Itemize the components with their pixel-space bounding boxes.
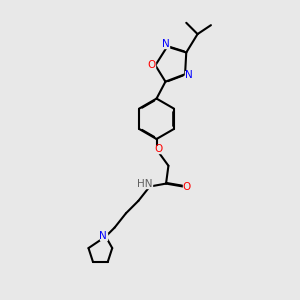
Bar — [185, 71, 192, 78]
Text: N: N — [100, 232, 107, 242]
Text: HN: HN — [137, 179, 153, 189]
Text: O: O — [183, 182, 191, 192]
Text: O: O — [147, 60, 156, 70]
Bar — [155, 146, 163, 153]
Text: N: N — [162, 39, 169, 49]
Bar — [139, 180, 152, 188]
Text: O: O — [155, 144, 163, 154]
Bar — [162, 40, 169, 48]
Bar — [148, 62, 155, 69]
Text: N: N — [185, 70, 193, 80]
Bar — [183, 183, 190, 190]
Bar — [100, 233, 107, 240]
